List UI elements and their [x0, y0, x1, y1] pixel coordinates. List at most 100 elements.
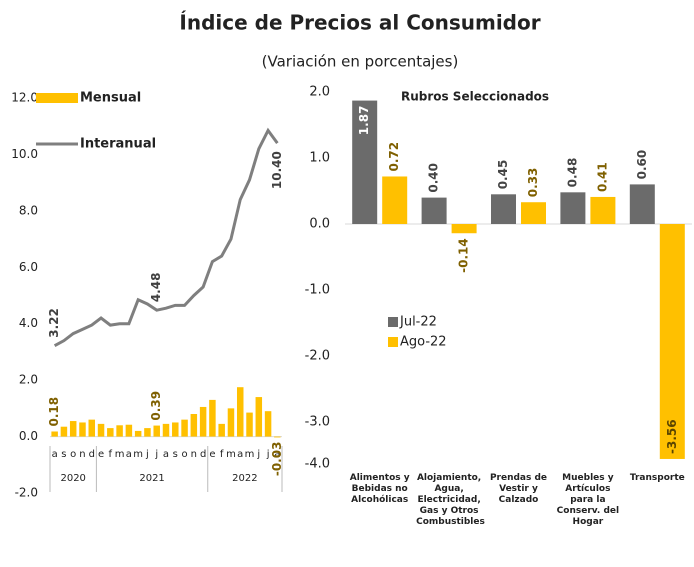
y-tick-label: -1.0	[305, 283, 330, 298]
bar	[51, 431, 58, 437]
bar	[274, 436, 281, 438]
bar	[255, 397, 263, 437]
y-tick-label: 2.0	[309, 85, 330, 100]
bar	[382, 176, 408, 224]
x-tick-label: m	[133, 449, 143, 460]
data-label: 0.41	[595, 162, 609, 192]
data-label: 0.40	[427, 163, 441, 193]
data-label: 0.33	[526, 168, 540, 198]
x-tick-label: s	[173, 449, 178, 460]
data-label: 0.48	[565, 158, 579, 188]
group-label: 2020	[60, 473, 85, 484]
legend-label: Jul-22	[399, 315, 437, 330]
data-label: 4.48	[149, 273, 163, 303]
x-tick-label: j	[145, 449, 149, 460]
y-tick-label: 0.0	[309, 217, 330, 232]
group-label: 2022	[232, 473, 257, 484]
x-tick-label: s	[61, 449, 66, 460]
x-tick-label: o	[70, 449, 76, 460]
bar	[491, 194, 516, 224]
bar	[264, 411, 272, 437]
bar	[629, 184, 655, 224]
bar	[60, 426, 68, 437]
y-tick-label: 12.0	[11, 91, 38, 105]
bar	[209, 399, 216, 437]
bar	[134, 430, 142, 437]
data-label: 0.72	[387, 142, 401, 172]
y-tick-label: 1.0	[309, 151, 330, 166]
data-label: 3.22	[47, 308, 61, 338]
data-label: -3.56	[665, 419, 679, 454]
data-label: 0.39	[149, 391, 163, 421]
x-tick-label: m	[115, 449, 125, 460]
group-label: 2021	[139, 473, 164, 484]
bar	[451, 224, 477, 234]
bar	[590, 196, 616, 224]
data-label: 0.18	[47, 397, 61, 427]
bar	[227, 408, 235, 437]
bar	[659, 224, 685, 459]
subtitle: (Variación en porcentajes)	[262, 53, 459, 71]
x-tick-label: j	[154, 449, 158, 460]
bar	[181, 419, 188, 437]
bar	[218, 423, 225, 437]
y-tick-label: 6.0	[19, 260, 38, 274]
x-tick-label: a	[52, 449, 58, 460]
x-tick-label: j	[266, 449, 270, 460]
title: Índice de Precios al Consumidor	[179, 11, 540, 35]
x-tick-label: Alojamiento, Agua, Electricidad, Gas y O…	[416, 473, 485, 527]
bar	[69, 421, 77, 437]
x-tick-label: f	[109, 449, 113, 460]
bar	[521, 202, 546, 224]
data-label: -0.14	[457, 238, 471, 273]
x-tick-label: o	[181, 449, 187, 460]
x-tick-label: n	[79, 449, 85, 460]
bar	[144, 428, 151, 437]
y-tick-label: 8.0	[19, 203, 38, 217]
bar	[421, 197, 447, 224]
bar	[246, 412, 253, 437]
y-tick-label: 4.0	[19, 316, 38, 330]
y-tick-label: -2.0	[305, 349, 330, 364]
x-tick-label: a	[274, 449, 280, 460]
bar	[107, 428, 114, 437]
bar	[97, 423, 105, 437]
x-tick-label: e	[98, 449, 104, 460]
bar	[79, 422, 86, 437]
legend-swatch	[388, 317, 398, 327]
x-tick-label: d	[200, 449, 206, 460]
x-tick-label: m	[226, 449, 236, 460]
x-tick-label: a	[163, 449, 169, 460]
x-tick-label: d	[89, 449, 95, 460]
bar	[125, 424, 133, 437]
x-tick-label: a	[126, 449, 132, 460]
chart-subtitle: Rubros Seleccionados	[401, 90, 549, 104]
data-label: -0.03	[270, 442, 284, 477]
x-tick-label: Prendas de Vestir y Calzado	[489, 473, 548, 505]
x-tick-label: e	[209, 449, 215, 460]
y-tick-label: -3.0	[305, 415, 330, 430]
bar	[352, 100, 378, 224]
x-tick-label: Alimentos y Bebidas no Alcohólicas	[349, 473, 410, 505]
x-tick-label: Transporte	[629, 473, 685, 483]
bar	[116, 425, 123, 437]
bar	[560, 192, 586, 224]
legend-swatch	[388, 337, 398, 347]
data-label: 1.87	[357, 106, 371, 136]
y-tick-label: -2.0	[15, 486, 38, 500]
bar	[199, 406, 207, 437]
bar	[162, 423, 170, 437]
x-tick-label: m	[245, 449, 255, 460]
y-tick-label: -4.0	[305, 457, 330, 472]
data-label: 0.60	[635, 150, 649, 180]
x-tick-label: a	[237, 449, 243, 460]
x-tick-label: f	[220, 449, 224, 460]
y-tick-label: 2.0	[19, 373, 38, 387]
x-tick-label: j	[256, 449, 260, 460]
legend-swatch	[36, 93, 78, 103]
y-tick-label: 10.0	[11, 147, 38, 161]
legend-label: Ago-22	[400, 335, 447, 350]
x-tick-label: Muebles y Artículos para la Conserv. del…	[556, 473, 620, 527]
